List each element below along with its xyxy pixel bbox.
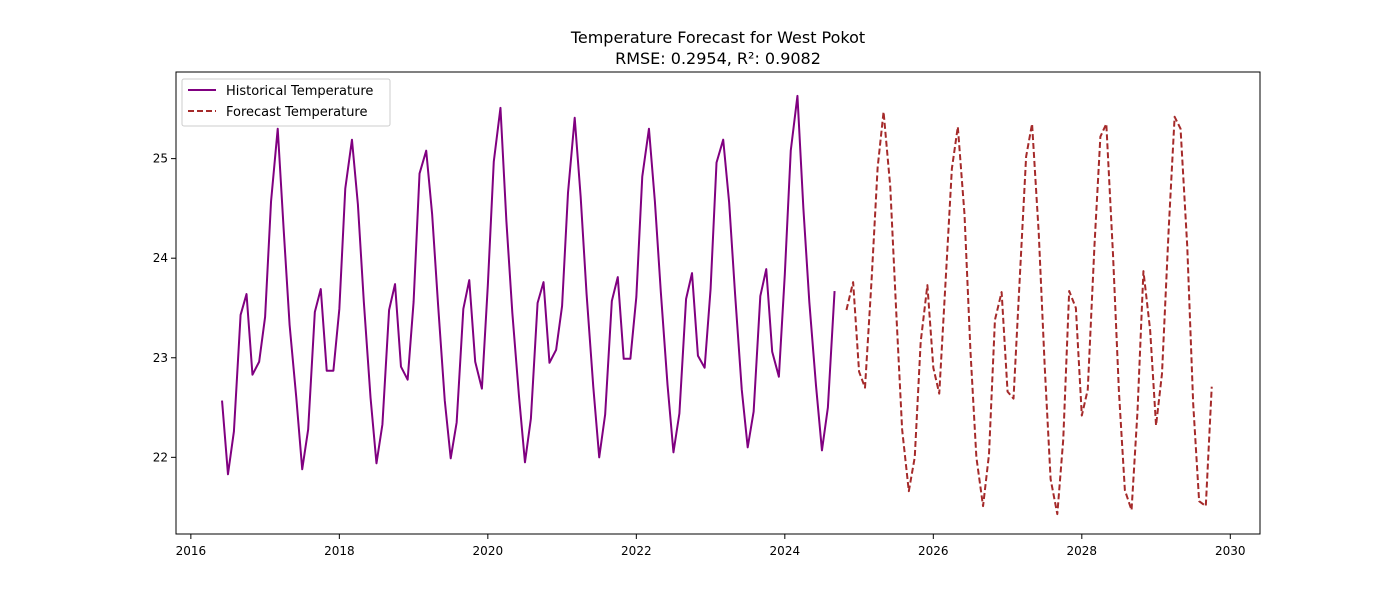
x-tick-label: 2026 [918, 544, 949, 558]
series-line-historical [221, 94, 836, 476]
x-tick-label: 2022 [621, 544, 652, 558]
x-tick-label: 2030 [1215, 544, 1246, 558]
y-axis: 22 23 24 25 [153, 152, 176, 464]
series-line-forecast [845, 110, 1213, 516]
y-tick-label: 22 [153, 450, 168, 464]
chart-title: Temperature Forecast for West Pokot [570, 28, 865, 47]
chart-subtitle: RMSE: 0.2954, R²: 0.9082 [615, 49, 821, 68]
series-layer [221, 94, 1213, 516]
legend-label-historical: Historical Temperature [226, 84, 373, 99]
legend-label-forecast: Forecast Temperature [226, 105, 368, 120]
x-tick-label: 2018 [324, 544, 355, 558]
legend-box [181, 78, 391, 127]
legend: Historical Temperature Forecast Temperat… [181, 78, 391, 127]
x-tick-label: 2016 [176, 544, 207, 558]
y-tick-label: 23 [153, 351, 168, 365]
x-tick-label: 2024 [770, 544, 801, 558]
x-tick-label: 2028 [1067, 544, 1098, 558]
y-tick-label: 24 [153, 251, 168, 265]
y-tick-label: 25 [153, 152, 168, 166]
plot-frame [175, 71, 1261, 535]
x-axis: 2016 2018 2020 2022 2024 2026 2028 2030 [176, 534, 1246, 558]
x-tick-label: 2020 [473, 544, 504, 558]
